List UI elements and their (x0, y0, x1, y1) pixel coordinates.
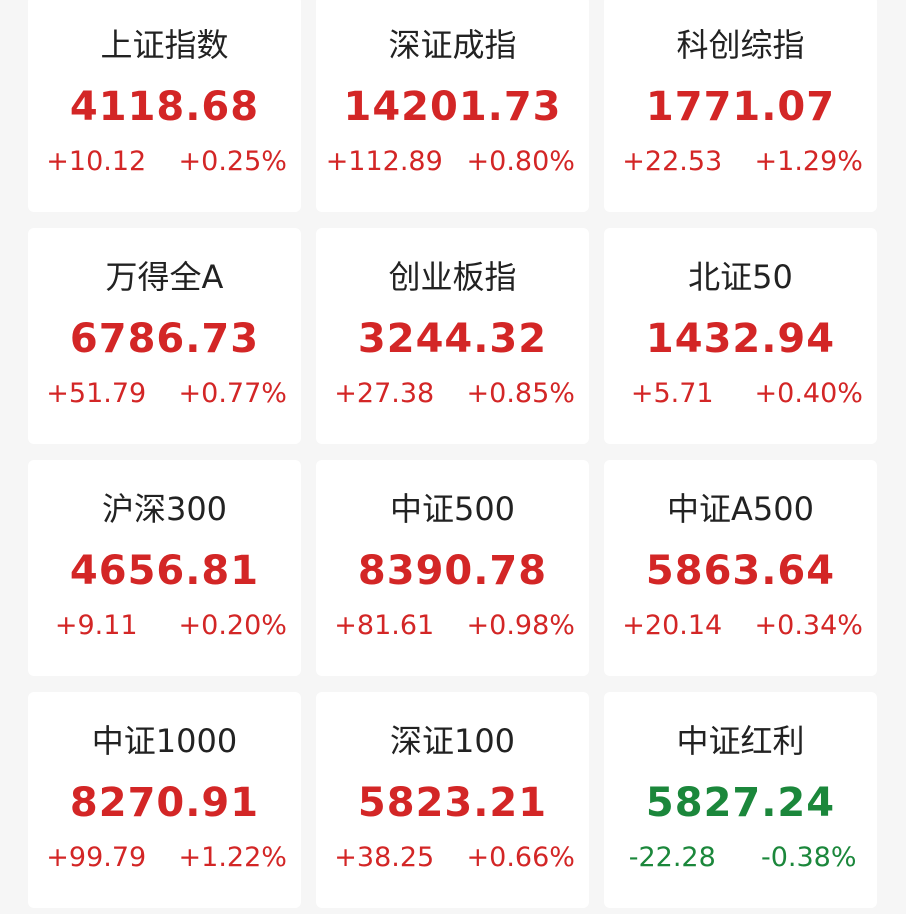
index-grid: 上证指数 4118.68 +10.12 +0.25% 深证成指 14201.73… (28, 0, 877, 908)
index-price: 3244.32 (357, 316, 548, 362)
index-name: 创业板指 (388, 258, 517, 296)
index-name: 上证指数 (100, 26, 229, 64)
index-change: +81.61 (334, 610, 435, 641)
index-change-row: +5.71 +0.40% (604, 378, 877, 409)
index-name: 中证1000 (91, 722, 238, 760)
index-price: 5863.64 (645, 548, 836, 594)
index-change-row: +10.12 +0.25% (28, 146, 301, 177)
index-change: +20.14 (622, 610, 723, 641)
index-price: 5827.24 (645, 780, 836, 826)
index-change-percent: +0.25% (178, 146, 287, 177)
index-card[interactable]: 中证1000 8270.91 +99.79 +1.22% (28, 692, 301, 908)
index-name: 深证成指 (388, 26, 517, 64)
index-change-row: +20.14 +0.34% (604, 610, 877, 641)
index-card[interactable]: 深证100 5823.21 +38.25 +0.66% (316, 692, 589, 908)
index-card[interactable]: 沪深300 4656.81 +9.11 +0.20% (28, 460, 301, 676)
index-change-row: +27.38 +0.85% (316, 378, 589, 409)
index-change: +51.79 (46, 378, 147, 409)
index-change-row: +112.89 +0.80% (316, 146, 589, 177)
index-price: 4118.68 (69, 84, 260, 130)
index-change: +5.71 (630, 378, 714, 409)
index-card[interactable]: 上证指数 4118.68 +10.12 +0.25% (28, 0, 301, 212)
index-card[interactable]: 中证A500 5863.64 +20.14 +0.34% (604, 460, 877, 676)
index-change-percent: +1.22% (178, 842, 287, 873)
index-card[interactable]: 创业板指 3244.32 +27.38 +0.85% (316, 228, 589, 444)
index-change: +10.12 (46, 146, 147, 177)
index-change: -22.28 (628, 842, 716, 873)
index-name: 中证500 (389, 490, 516, 528)
index-change-percent: +0.20% (178, 610, 287, 641)
index-price: 6786.73 (69, 316, 260, 362)
index-change-row: +22.53 +1.29% (604, 146, 877, 177)
index-card[interactable]: 中证500 8390.78 +81.61 +0.98% (316, 460, 589, 676)
index-change-percent: +0.40% (754, 378, 863, 409)
index-price: 5823.21 (357, 780, 548, 826)
index-price: 4656.81 (69, 548, 260, 594)
index-name: 中证A500 (667, 490, 814, 528)
index-change-percent: +0.80% (466, 146, 575, 177)
index-name: 万得全A (105, 258, 224, 296)
index-change: +38.25 (334, 842, 435, 873)
index-price: 14201.73 (343, 84, 562, 130)
index-name: 中证红利 (676, 722, 805, 760)
index-change-row: +99.79 +1.22% (28, 842, 301, 873)
index-change-row: +81.61 +0.98% (316, 610, 589, 641)
index-price: 8390.78 (357, 548, 548, 594)
index-name: 深证100 (389, 722, 516, 760)
index-change-row: -22.28 -0.38% (604, 842, 877, 873)
index-card[interactable]: 万得全A 6786.73 +51.79 +0.77% (28, 228, 301, 444)
index-card[interactable]: 北证50 1432.94 +5.71 +0.40% (604, 228, 877, 444)
index-change: +27.38 (334, 378, 435, 409)
index-change: +112.89 (325, 146, 443, 177)
index-name: 北证50 (688, 258, 793, 296)
index-name: 科创综指 (676, 26, 805, 64)
index-change-percent: +0.34% (754, 610, 863, 641)
index-change: +22.53 (622, 146, 723, 177)
index-card[interactable]: 科创综指 1771.07 +22.53 +1.29% (604, 0, 877, 212)
index-name: 沪深300 (101, 490, 228, 528)
index-change-percent: +0.66% (466, 842, 575, 873)
index-change-row: +51.79 +0.77% (28, 378, 301, 409)
index-change-row: +9.11 +0.20% (28, 610, 301, 641)
index-price: 8270.91 (69, 780, 260, 826)
index-change-percent: +0.85% (466, 378, 575, 409)
index-price: 1432.94 (645, 316, 836, 362)
index-change-percent: +1.29% (754, 146, 863, 177)
index-change-percent: +0.77% (178, 378, 287, 409)
index-change: +9.11 (54, 610, 138, 641)
index-price: 1771.07 (645, 84, 836, 130)
index-card[interactable]: 深证成指 14201.73 +112.89 +0.80% (316, 0, 589, 212)
index-change-percent: +0.98% (466, 610, 575, 641)
index-change: +99.79 (46, 842, 147, 873)
index-change-percent: -0.38% (760, 842, 857, 873)
index-card[interactable]: 中证红利 5827.24 -22.28 -0.38% (604, 692, 877, 908)
index-change-row: +38.25 +0.66% (316, 842, 589, 873)
